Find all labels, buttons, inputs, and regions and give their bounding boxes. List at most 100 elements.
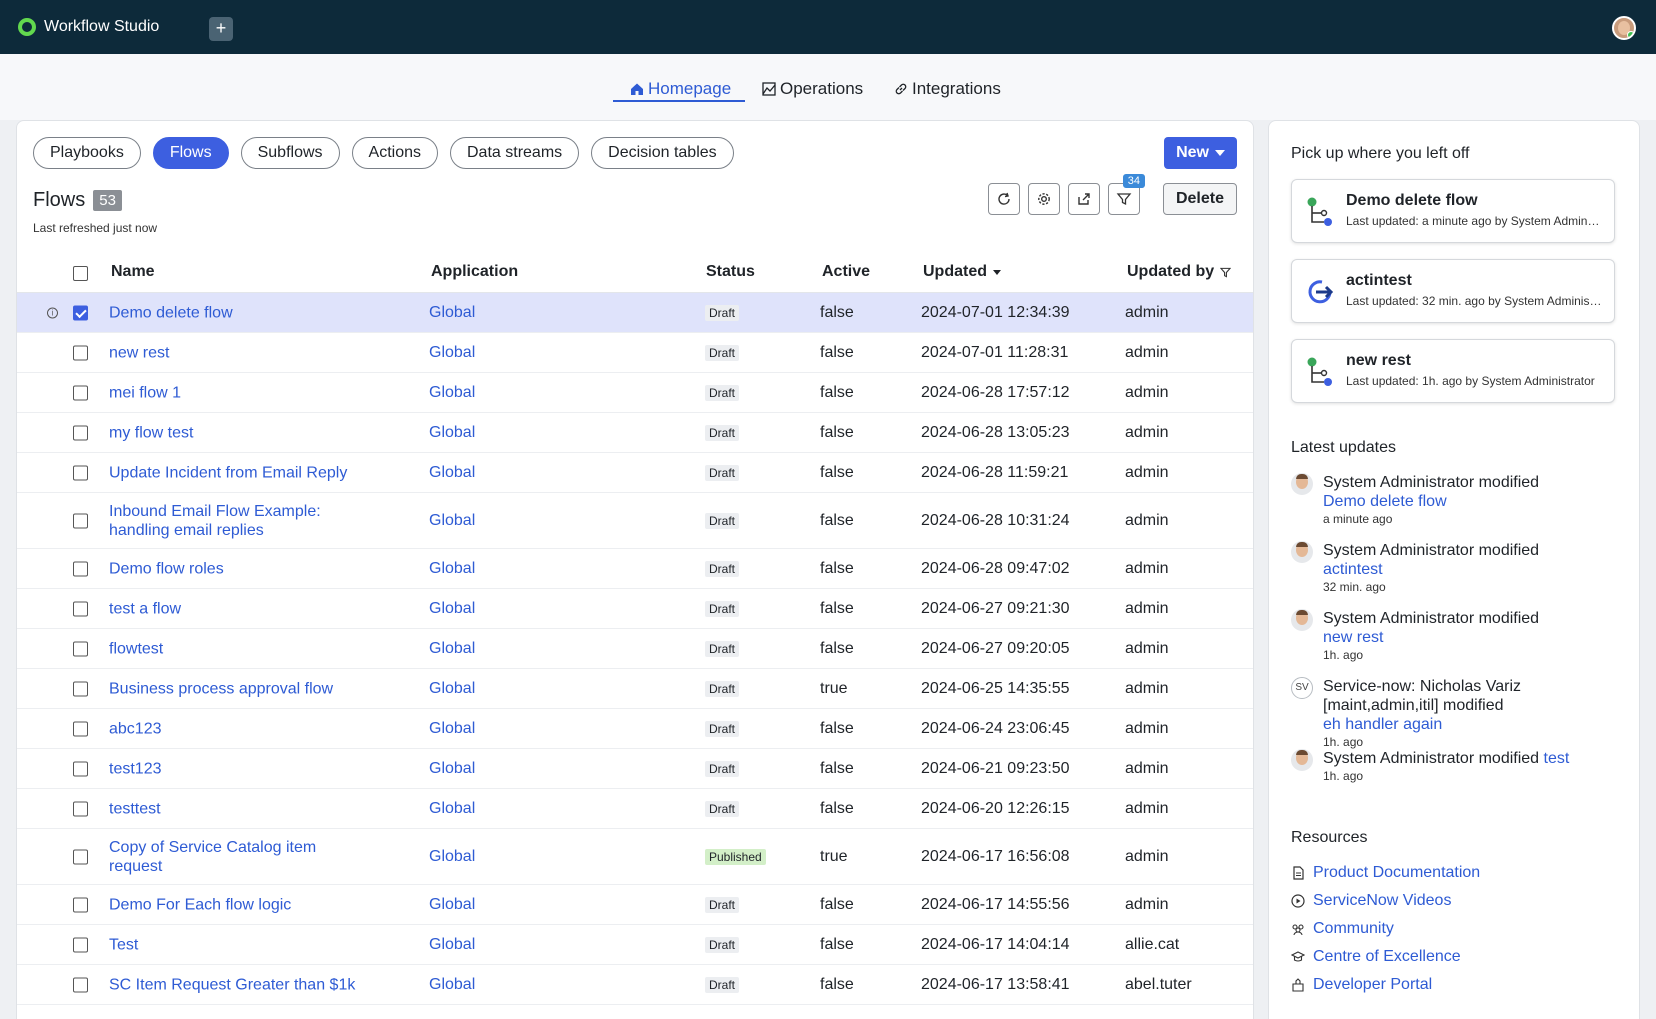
column-updated[interactable]: Updated xyxy=(923,263,1001,281)
flow-name-link[interactable]: test a flow xyxy=(109,600,182,617)
row-checkbox[interactable] xyxy=(73,977,88,992)
table-row[interactable]: Business process approval flow Global Draf… xyxy=(17,669,1253,709)
row-checkbox[interactable] xyxy=(73,345,88,360)
application-link[interactable]: Global xyxy=(429,719,476,737)
resource-link-centre-of-excellence[interactable]: Centre of Excellence xyxy=(1291,948,1461,966)
application-link[interactable]: Global xyxy=(429,759,476,777)
flow-name-link[interactable]: Inbound Email Flow Example: handling ema… xyxy=(109,502,321,539)
row-checkbox[interactable] xyxy=(73,385,88,400)
flow-name-link[interactable]: Test xyxy=(109,936,139,953)
table-row[interactable]: test a flow Global Draft false 2024-06-27 09… xyxy=(17,589,1253,629)
application-link[interactable]: Global xyxy=(429,935,476,953)
resource-link-developer-portal[interactable]: Developer Portal xyxy=(1291,976,1432,994)
flow-name-link[interactable]: abc123 xyxy=(109,720,162,737)
tab-homepage[interactable]: Homepage xyxy=(630,76,731,102)
table-row[interactable]: Demo For Each flow logic Global Draft false… xyxy=(17,885,1253,925)
application-link[interactable]: Global xyxy=(429,847,476,865)
pill-flows[interactable]: Flows xyxy=(152,137,229,169)
application-link[interactable]: Global xyxy=(429,303,476,321)
table-row[interactable]: abc123 Global Draft false 2024-06-24 23:06:4… xyxy=(17,709,1253,749)
update-target-link[interactable]: Demo delete flow xyxy=(1323,493,1447,510)
flow-name-link[interactable]: mei flow 1 xyxy=(109,384,182,401)
filter-icon[interactable] xyxy=(1220,267,1232,278)
row-checkbox[interactable] xyxy=(73,561,88,576)
row-checkbox[interactable] xyxy=(73,897,88,912)
table-row[interactable]: Demo flow roles Global Draft false 2024-06-2… xyxy=(17,549,1253,589)
column-active[interactable]: Active xyxy=(822,263,871,280)
application-link[interactable]: Global xyxy=(429,343,476,361)
flow-name-link[interactable]: testtest xyxy=(109,800,161,817)
table-row[interactable]: Test Global Draft false 2024-06-17 14:04:14 a… xyxy=(17,925,1253,965)
flow-name-link[interactable]: SC Item Request Greater than $1k xyxy=(109,976,356,993)
table-row[interactable]: mei flow 1 Global Draft false 2024-06-28 17:… xyxy=(17,373,1253,413)
add-tab-button[interactable]: + xyxy=(209,17,233,41)
flow-name-link[interactable]: Business process approval flow xyxy=(109,680,334,697)
row-checkbox[interactable] xyxy=(73,801,88,816)
row-checkbox[interactable] xyxy=(73,513,88,528)
new-button[interactable]: New xyxy=(1164,137,1237,169)
flow-name-link[interactable]: flowtest xyxy=(109,640,164,657)
flow-name-link[interactable]: new rest xyxy=(109,344,170,361)
row-checkbox[interactable] xyxy=(73,641,88,656)
resource-link-community[interactable]: Community xyxy=(1291,920,1394,938)
table-row[interactable]: test123 Global Draft false 2024-06-21 09:23:… xyxy=(17,749,1253,789)
application-link[interactable]: Global xyxy=(429,383,476,401)
row-checkbox[interactable] xyxy=(73,721,88,736)
column-status[interactable]: Status xyxy=(706,263,755,280)
tab-operations[interactable]: Operations xyxy=(762,76,863,102)
application-link[interactable]: Global xyxy=(429,599,476,617)
table-row[interactable]: my flow test Global Draft false 2024-06-28 1… xyxy=(17,413,1253,453)
pill-data-streams[interactable]: Data streams xyxy=(450,137,580,169)
table-row[interactable]: Inbound Email Flow Example: handling ema… xyxy=(17,493,1253,549)
resource-link-servicenow-videos[interactable]: ServiceNow Videos xyxy=(1291,892,1451,910)
select-all-checkbox[interactable] xyxy=(73,266,88,281)
recent-item-card[interactable]: Demo delete flow Last updated: a minute … xyxy=(1291,179,1615,243)
row-checkbox[interactable] xyxy=(73,305,88,320)
column-application[interactable]: Application xyxy=(431,263,519,280)
table-row[interactable]: flowtest Global Draft false 2024-06-27 09:20… xyxy=(17,629,1253,669)
application-link[interactable]: Global xyxy=(429,975,476,993)
row-checkbox[interactable] xyxy=(73,849,88,864)
application-link[interactable]: Global xyxy=(429,511,476,529)
flow-name-link[interactable]: Demo delete flow xyxy=(109,304,233,321)
recent-item-card[interactable]: actintest Last updated: 32 min. ago by S… xyxy=(1291,259,1615,323)
row-checkbox[interactable] xyxy=(73,681,88,696)
table-row[interactable]: Update Incident from Email Reply Global Dr… xyxy=(17,453,1253,493)
application-link[interactable]: Global xyxy=(429,799,476,817)
pill-actions[interactable]: Actions xyxy=(351,137,438,169)
application-link[interactable]: Global xyxy=(429,463,476,481)
row-checkbox[interactable] xyxy=(73,937,88,952)
application-link[interactable]: Global xyxy=(429,895,476,913)
user-avatar[interactable] xyxy=(1612,16,1636,40)
table-row[interactable]: new rest Global Draft false 2024-07-01 11:28… xyxy=(17,333,1253,373)
pill-playbooks[interactable]: Playbooks xyxy=(33,137,141,169)
update-target-link[interactable]: test xyxy=(1543,750,1570,767)
recent-item-card[interactable]: new rest Last updated: 1h. ago by System… xyxy=(1291,339,1615,403)
brand[interactable]: Workflow Studio xyxy=(18,18,159,36)
table-row[interactable]: testtest Global Draft false 2024-06-20 12:26… xyxy=(17,789,1253,829)
table-row[interactable]: SC Item Request Greater than $1k Global Dr… xyxy=(17,965,1253,1005)
row-checkbox[interactable] xyxy=(73,465,88,480)
application-link[interactable]: Global xyxy=(429,639,476,657)
flow-name-link[interactable]: Demo flow roles xyxy=(109,560,224,577)
flow-name-link[interactable]: my flow test xyxy=(109,424,194,441)
application-link[interactable]: Global xyxy=(429,559,476,577)
column-updated-by[interactable]: Updated by xyxy=(1127,263,1232,281)
pill-subflows[interactable]: Subflows xyxy=(240,137,340,169)
table-row[interactable]: i Demo delete flow Global Draft false 2024-07… xyxy=(17,293,1253,333)
application-link[interactable]: Global xyxy=(429,423,476,441)
row-checkbox[interactable] xyxy=(73,601,88,616)
application-link[interactable]: Global xyxy=(429,679,476,697)
flow-name-link[interactable]: Update Incident from Email Reply xyxy=(109,464,348,481)
row-checkbox[interactable] xyxy=(73,425,88,440)
flow-name-link[interactable]: Copy of Service Catalog item request xyxy=(109,838,317,875)
update-target-link[interactable]: actintest xyxy=(1323,561,1383,578)
refresh-button[interactable] xyxy=(988,183,1020,215)
flow-name-link[interactable]: test123 xyxy=(109,760,162,777)
delete-button[interactable]: Delete xyxy=(1162,183,1237,215)
row-checkbox[interactable] xyxy=(73,761,88,776)
filter-button[interactable]: 34 xyxy=(1108,174,1145,215)
export-button[interactable] xyxy=(1068,183,1100,215)
flow-name-link[interactable]: Demo For Each flow logic xyxy=(109,896,292,913)
pill-decision-tables[interactable]: Decision tables xyxy=(591,137,734,169)
